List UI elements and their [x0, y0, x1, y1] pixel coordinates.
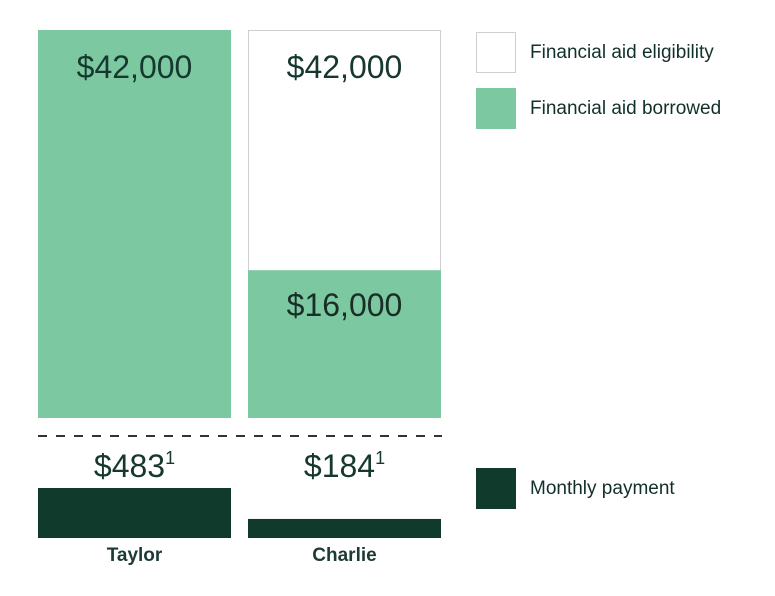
eligibility-label-charlie: $42,000 — [287, 49, 403, 85]
borrowed-bar-charlie — [248, 270, 441, 418]
eligibility-label-taylor: $42,000 — [77, 49, 193, 85]
legend-monthly-label: Monthly payment — [530, 478, 675, 499]
legend-eligibility-label: Financial aid eligibility — [530, 42, 714, 63]
legend-borrowed-swatch — [476, 88, 516, 129]
payment-bars — [38, 488, 441, 538]
borrowed-label-charlie: $16,000 — [287, 287, 403, 323]
aid-bars — [38, 30, 441, 418]
legend-monthly-swatch — [476, 468, 516, 509]
category-label-charlie: Charlie — [312, 545, 376, 566]
payment-labels: $4831 $1841 — [94, 448, 385, 484]
legend-eligibility-swatch — [476, 32, 516, 73]
legend-borrowed-label: Financial aid borrowed — [530, 98, 721, 119]
legend: Financial aid eligibility Financial aid b… — [476, 32, 721, 509]
category-labels: Taylor Charlie — [107, 545, 377, 566]
payment-label-taylor: $4831 — [94, 448, 175, 484]
borrowed-bar-taylor — [38, 30, 231, 418]
category-label-taylor: Taylor — [107, 545, 163, 566]
payment-label-charlie: $1841 — [304, 448, 385, 484]
aid-labels: $42,000 $42,000 $16,000 — [77, 49, 403, 323]
payment-bar-taylor — [38, 488, 231, 538]
payment-bar-charlie — [248, 518, 441, 538]
